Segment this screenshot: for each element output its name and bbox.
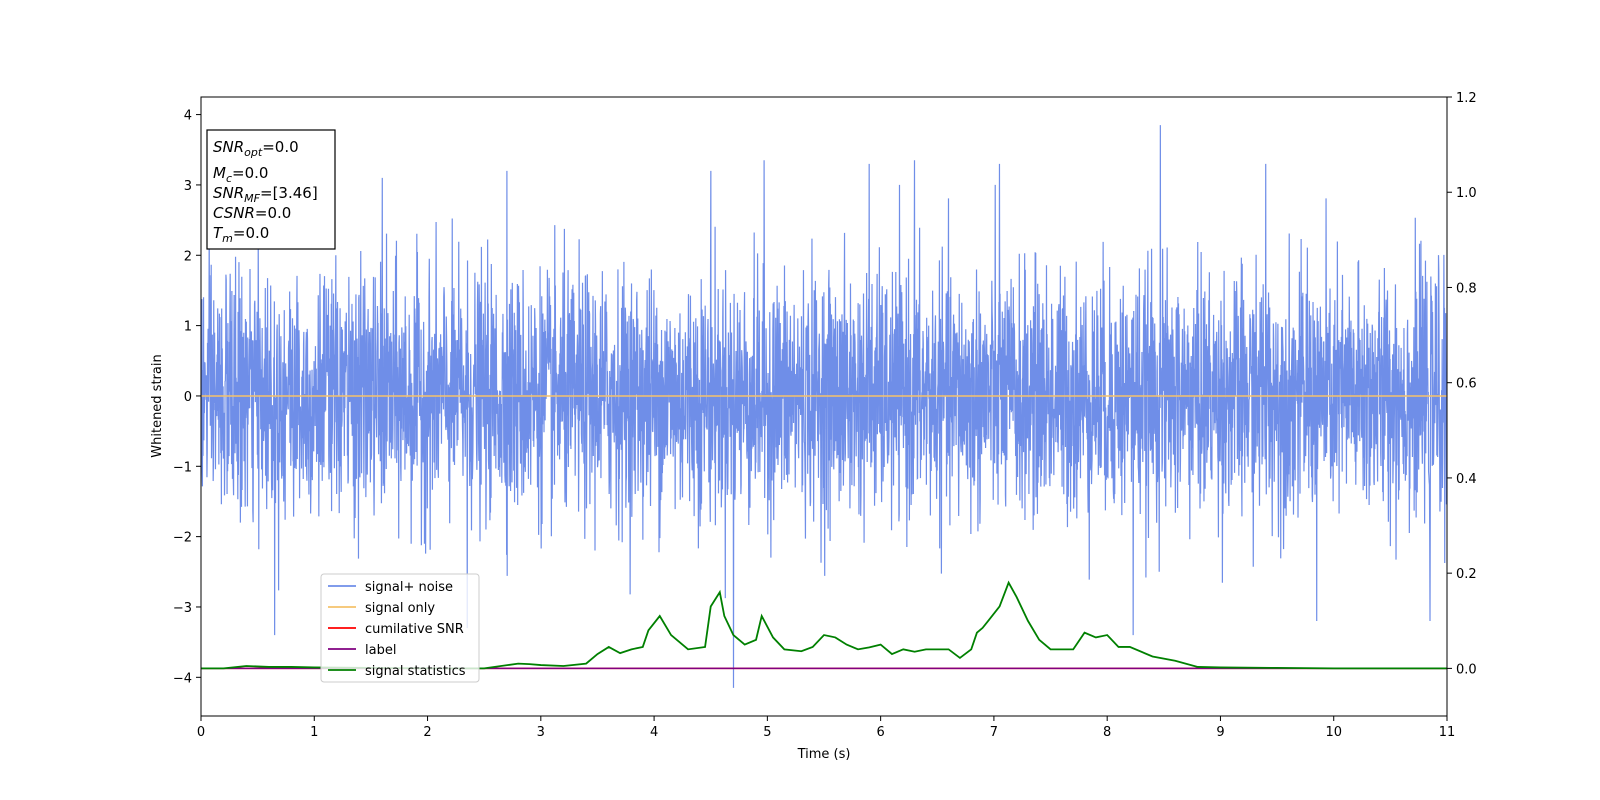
info-box-frame (206, 129, 336, 250)
y-left-tick-label: −3 (173, 601, 192, 616)
info-line: Tm=0.0 (213, 224, 269, 245)
info-line-sub: c (226, 172, 232, 185)
x-tick-label: 9 (1216, 725, 1224, 740)
info-line-sub: m (222, 232, 233, 245)
info-line-base: CSNR (213, 204, 255, 222)
legend-entry: label (365, 643, 396, 658)
y-left-tick-label: −1 (173, 460, 192, 475)
info-box: SNRopt=0.0Mc=0.0SNRMF=[3.46]CSNR=0.0Tm=0… (206, 129, 336, 250)
info-line-base: T (213, 224, 224, 242)
x-tick-label: 5 (763, 725, 771, 740)
info-line: CSNR=0.0 (213, 204, 291, 222)
y-right-tick-label: 0.8 (1456, 281, 1477, 296)
x-tick-label: 7 (990, 725, 998, 740)
x-tick-label: 1 (310, 725, 318, 740)
x-tick-label: 0 (197, 725, 205, 740)
info-line-base: SNR (213, 138, 244, 156)
info-line-base: M (213, 164, 226, 182)
y-right-tick-label: 1.0 (1456, 186, 1477, 201)
legend-entry: signal only (365, 601, 435, 616)
x-tick-label: 4 (650, 725, 658, 740)
x-axis-label: Time (s) (797, 747, 851, 762)
y-left-tick-label: −2 (173, 531, 192, 546)
y-left-tick-label: 0 (184, 390, 192, 405)
x-tick-label: 6 (876, 725, 884, 740)
x-axis: 0 1 2 3 4 5 6 7 8 9 10 11 (197, 716, 1455, 740)
info-line: Mc=0.0 (213, 164, 268, 185)
x-tick-label: 2 (423, 725, 431, 740)
x-tick-label: 10 (1325, 725, 1342, 740)
plot-frame (200, 96, 1448, 717)
y-left-tick-label: 2 (184, 249, 192, 264)
y-axis-label: Whitened strain (150, 354, 165, 457)
y-axis-right: 1.2 1.0 0.8 0.6 0.4 0.2 0.0 (1447, 91, 1477, 677)
info-line-value: =0.0 (262, 138, 298, 156)
info-line-value: =0.0 (233, 224, 269, 242)
info-line-base: SNR (213, 184, 244, 202)
info-line-sub: opt (244, 146, 263, 159)
y-right-tick-label: 0.0 (1456, 662, 1477, 677)
y-left-tick-label: 4 (184, 109, 192, 124)
legend: signal+ noise signal only cumilative SNR la… (320, 573, 480, 683)
info-line-sub: MF (244, 192, 260, 205)
y-axis-left: 4 3 2 1 0 −1 −2 −3 −4 (173, 109, 201, 686)
y-left-tick-label: 1 (184, 320, 192, 335)
series-line-signal-statistics (201, 580, 1447, 670)
y-right-tick-label: 0.6 (1456, 377, 1477, 392)
y-left-tick-label: 3 (184, 179, 192, 194)
legend-entry: signal statistics (365, 664, 466, 679)
x-tick-label: 3 (537, 725, 545, 740)
legend-frame (320, 573, 480, 683)
legend-entry: signal+ noise (365, 580, 453, 595)
legend-entry: cumilative SNR (365, 622, 464, 637)
info-line-value: =0.0 (255, 204, 291, 222)
x-tick-label: 11 (1439, 725, 1456, 740)
series-line-signal-noise (201, 125, 1447, 688)
info-line: SNRMF=[3.46] (213, 184, 318, 205)
info-line-value: =0.0 (232, 164, 268, 182)
y-right-tick-label: 0.4 (1456, 472, 1477, 487)
x-tick-label: 8 (1103, 725, 1111, 740)
y-right-tick-label: 1.2 (1456, 91, 1477, 106)
info-line: SNRopt=0.0 (213, 138, 299, 159)
y-left-tick-label: −4 (173, 671, 192, 686)
info-line-value: =[3.46] (260, 184, 318, 202)
y-right-tick-label: 0.2 (1456, 567, 1477, 582)
